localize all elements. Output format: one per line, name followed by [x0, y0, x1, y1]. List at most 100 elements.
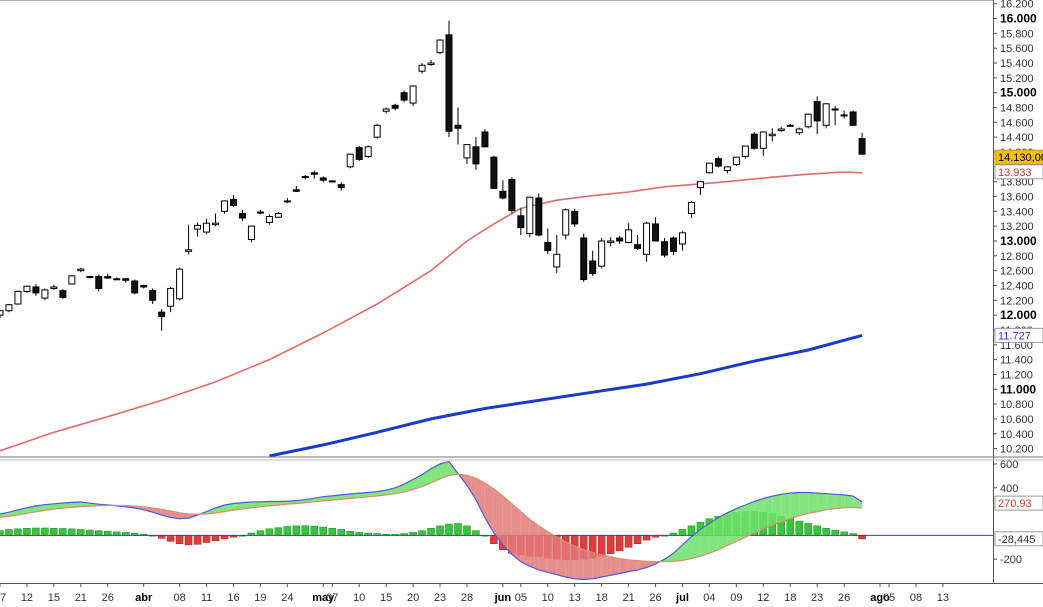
macd-histogram-bar: [32, 527, 40, 536]
macd-signal-fill: [215, 505, 225, 513]
macd-signal-fill: [260, 501, 270, 507]
macd-histogram-bar: [104, 530, 112, 536]
price-ytick-label: 14.400: [1000, 132, 1034, 144]
macd-signal-fill: [251, 501, 261, 508]
macd-histogram-bar: [463, 525, 471, 536]
candle-body: [328, 180, 336, 183]
macd-histogram-bar: [292, 525, 301, 536]
candle-body: [670, 237, 677, 252]
macd-ytick-label: 400: [1000, 483, 1018, 495]
candle: [580, 233, 588, 282]
candle-body: [499, 190, 507, 199]
candle-body: [732, 156, 740, 166]
macd-value-badge: -28,445: [994, 531, 1043, 547]
macd-signal-fill: [691, 529, 701, 559]
candle: [301, 174, 309, 180]
candle: [508, 177, 516, 214]
x-tick-label: 13: [937, 592, 949, 604]
macd-signal-fill: [826, 493, 836, 510]
candle: [77, 267, 85, 273]
candle: [212, 213, 220, 227]
candle-body: [68, 275, 76, 285]
macd-histogram-bar: [86, 529, 94, 536]
candle-body: [858, 138, 866, 155]
macd-histogram-bar: [256, 530, 265, 536]
candle-body: [319, 177, 327, 181]
macd-signal-fill: [529, 519, 539, 570]
macd-histogram-bar: [624, 535, 633, 548]
candle-body: [786, 124, 794, 127]
x-tick-label: 07: [326, 592, 338, 604]
macd-signal-fill: [440, 461, 449, 479]
candle-body: [391, 104, 399, 109]
candle-body: [795, 128, 803, 134]
macd-signal-fill: [350, 493, 360, 499]
candle: [104, 273, 112, 279]
price-ytick-label: 10.200: [1000, 444, 1034, 456]
macd-signal-fill: [736, 505, 746, 542]
macd-histogram-bar: [50, 527, 58, 536]
macd-signal-fill: [853, 496, 863, 508]
macd-signal-fill: [619, 558, 629, 574]
price-panel: [0, 20, 866, 458]
macd-signal-fill: [431, 463, 441, 483]
macd-histogram-bar: [310, 525, 319, 536]
candle: [741, 145, 749, 159]
x-tick-label: 18: [784, 592, 796, 604]
candle: [750, 131, 758, 150]
candle-body: [5, 304, 13, 312]
candle: [5, 304, 13, 313]
candle-body: [535, 197, 543, 236]
x-tick-label: may: [312, 592, 335, 604]
candle-body: [0, 310, 4, 316]
x-tick-label: 26: [102, 592, 114, 604]
macd-histogram-bar: [59, 528, 67, 536]
candle: [517, 208, 525, 236]
candle-body: [580, 237, 588, 281]
candle-body: [634, 244, 642, 249]
x-tick-label: 20: [407, 592, 419, 604]
candle-body: [140, 284, 148, 288]
price-ytick-label: 15.600: [1000, 43, 1034, 55]
price-ytick-label: 16.200: [1000, 0, 1034, 11]
macd-signal-fill: [404, 479, 414, 492]
macd-histogram-bar: [813, 525, 821, 536]
macd-signal-fill: [709, 517, 719, 554]
macd-histogram-bar: [68, 528, 76, 536]
macd-ytick-label: -200: [1000, 554, 1022, 566]
candle-body: [822, 103, 830, 126]
candle: [598, 238, 606, 269]
macd-signal-fill: [323, 495, 333, 501]
macd-signal-fill: [520, 511, 530, 567]
badge-box: [994, 327, 1043, 343]
candle-body: [696, 181, 704, 189]
candle-body: [616, 237, 624, 242]
candle-body: [643, 222, 651, 255]
candle-body: [714, 158, 722, 167]
macd-signal-fill: [71, 502, 81, 508]
macd-histogram-bar: [454, 523, 462, 536]
macd-histogram-bar: [95, 530, 103, 536]
candle: [292, 186, 300, 193]
candle: [714, 156, 722, 168]
macd-signal-fill: [233, 502, 243, 511]
candle: [274, 212, 282, 218]
candle-body: [813, 101, 821, 122]
badge-label: -28,445: [998, 534, 1035, 546]
x-tick-label: 11: [201, 592, 212, 604]
candle-body: [247, 225, 255, 240]
candle: [472, 137, 480, 170]
x-tick-label: 13: [569, 592, 581, 604]
macd-signal-fill: [152, 508, 162, 516]
macd-signal-fill: [224, 503, 234, 512]
candle-body: [768, 133, 776, 137]
x-tick-label: 23: [434, 592, 446, 604]
candle: [409, 85, 417, 107]
macd-histogram-bar: [795, 520, 803, 536]
macd-histogram-bar: [5, 529, 13, 536]
candle-body: [346, 153, 354, 168]
x-tick-label: 24: [281, 592, 293, 604]
macd-signal-fill: [574, 546, 584, 580]
macd-signal-fill: [493, 488, 503, 545]
candle-body: [454, 124, 462, 129]
